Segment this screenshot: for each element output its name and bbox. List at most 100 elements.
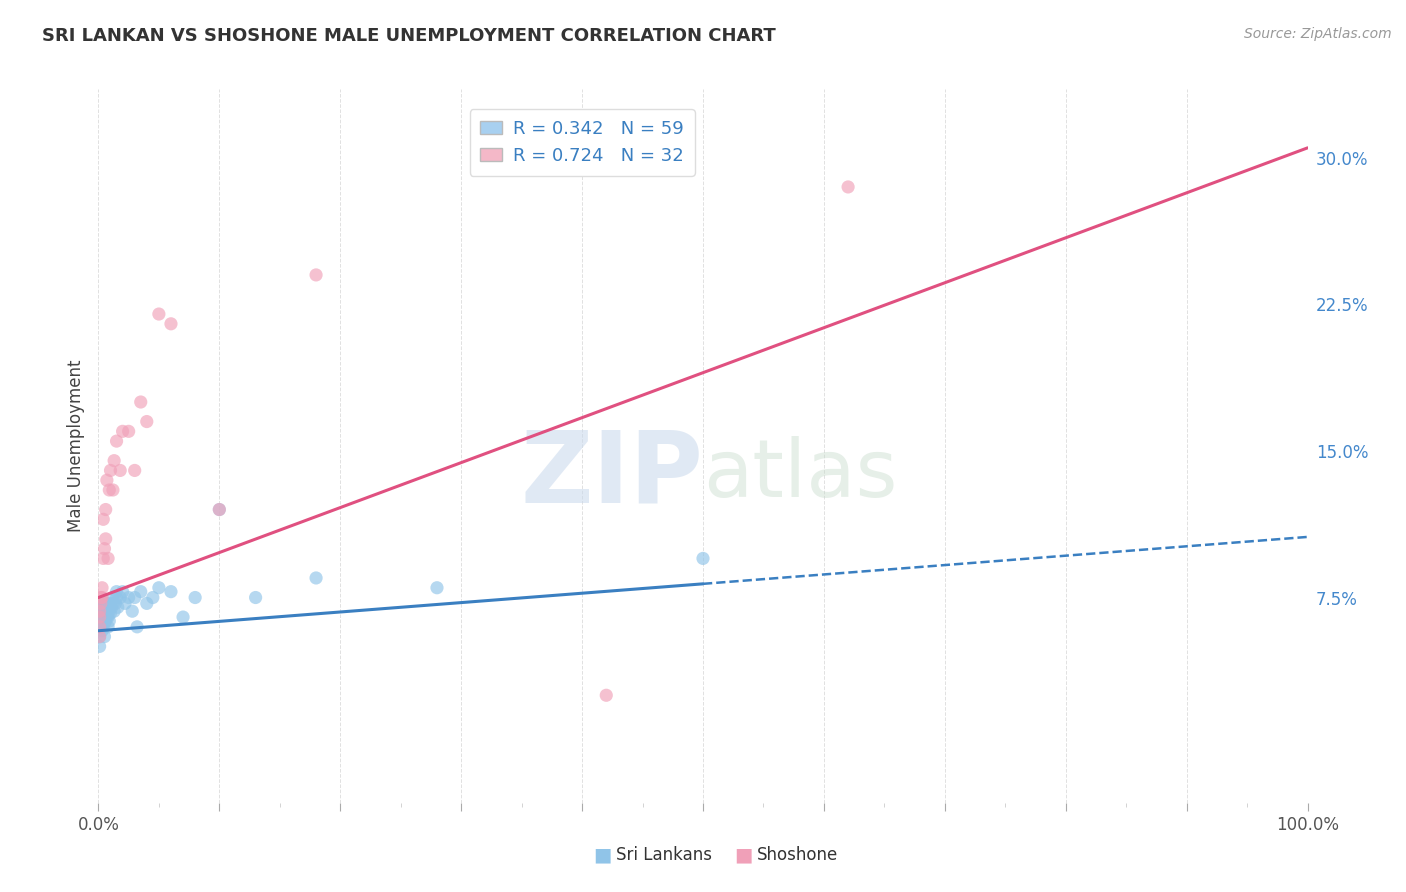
Point [90, 620, 112, 634]
Point [93, 604, 115, 618]
Point [305, 571, 328, 585]
Point [100, 600, 122, 615]
Point [148, 581, 170, 595]
Text: ■: ■ [734, 845, 752, 864]
Point [90, 604, 112, 618]
Point [160, 317, 183, 331]
Point [184, 591, 207, 605]
Point [118, 591, 141, 605]
Text: Source: ZipAtlas.com: Source: ZipAtlas.com [1244, 27, 1392, 41]
Point [91, 606, 114, 620]
Point [96, 473, 118, 487]
Point [97, 610, 120, 624]
Text: atlas: atlas [703, 435, 897, 514]
Point [94, 502, 117, 516]
Point [97, 620, 120, 634]
Point [114, 596, 136, 610]
Point [89, 610, 111, 624]
Text: ■: ■ [593, 845, 612, 864]
Point [93, 596, 115, 610]
Point [105, 584, 128, 599]
Point [89, 640, 111, 654]
Point [91, 581, 114, 595]
Point [91, 600, 114, 615]
Point [100, 606, 122, 620]
Point [96, 610, 118, 624]
Legend: R = 0.342   N = 59, R = 0.724   N = 32: R = 0.342 N = 59, R = 0.724 N = 32 [470, 109, 695, 176]
Point [98, 483, 121, 497]
Point [208, 502, 231, 516]
Point [172, 610, 194, 624]
Y-axis label: Male Unemployment: Male Unemployment [66, 359, 84, 533]
Text: Shoshone: Shoshone [756, 846, 838, 863]
Point [108, 591, 131, 605]
Point [91, 614, 114, 628]
Point [97, 551, 120, 566]
Point [91, 551, 114, 566]
Point [89, 620, 111, 634]
Point [129, 395, 152, 409]
Point [103, 604, 125, 618]
Point [91, 610, 114, 624]
Text: Sri Lankans: Sri Lankans [616, 846, 711, 863]
Point [124, 463, 146, 477]
Text: ZIP: ZIP [520, 426, 703, 523]
Point [118, 425, 141, 439]
Point [595, 688, 617, 702]
Text: SRI LANKAN VS SHOSHONE MALE UNEMPLOYMENT CORRELATION CHART: SRI LANKAN VS SHOSHONE MALE UNEMPLOYMENT… [42, 27, 776, 45]
Point [89, 620, 111, 634]
Point [94, 614, 117, 628]
Point [90, 591, 112, 605]
Point [93, 541, 115, 556]
Point [98, 614, 121, 628]
Point [91, 591, 114, 605]
Point [90, 596, 112, 610]
Point [89, 630, 111, 644]
Point [93, 630, 115, 644]
Point [142, 591, 165, 605]
Point [160, 584, 183, 599]
Point [111, 584, 134, 599]
Point [107, 600, 129, 615]
Point [94, 600, 117, 615]
Point [103, 453, 125, 467]
Point [93, 615, 115, 630]
Point [101, 591, 124, 605]
Point [426, 581, 449, 595]
Point [98, 604, 121, 618]
Point [127, 620, 149, 634]
Point [124, 591, 146, 605]
Point [101, 483, 124, 497]
Point [91, 620, 114, 634]
Point [121, 604, 143, 618]
Point [91, 600, 114, 615]
Point [305, 268, 328, 282]
Point [90, 610, 112, 624]
Point [105, 434, 128, 449]
Point [90, 596, 112, 610]
Point [89, 630, 111, 644]
Point [96, 604, 118, 618]
Point [148, 307, 170, 321]
Point [93, 610, 115, 624]
Point [105, 591, 128, 605]
Point [104, 596, 127, 610]
Point [90, 615, 112, 630]
Point [111, 425, 134, 439]
Point [135, 415, 157, 429]
Point [101, 596, 124, 610]
Point [94, 532, 117, 546]
Point [91, 624, 114, 638]
Point [91, 512, 114, 526]
Point [837, 180, 859, 194]
Point [100, 596, 122, 610]
Point [208, 502, 231, 516]
Point [245, 591, 267, 605]
Point [692, 551, 714, 566]
Point [108, 463, 131, 477]
Point [129, 584, 152, 599]
Point [89, 604, 111, 618]
Point [96, 596, 118, 610]
Point [135, 596, 157, 610]
Point [94, 606, 117, 620]
